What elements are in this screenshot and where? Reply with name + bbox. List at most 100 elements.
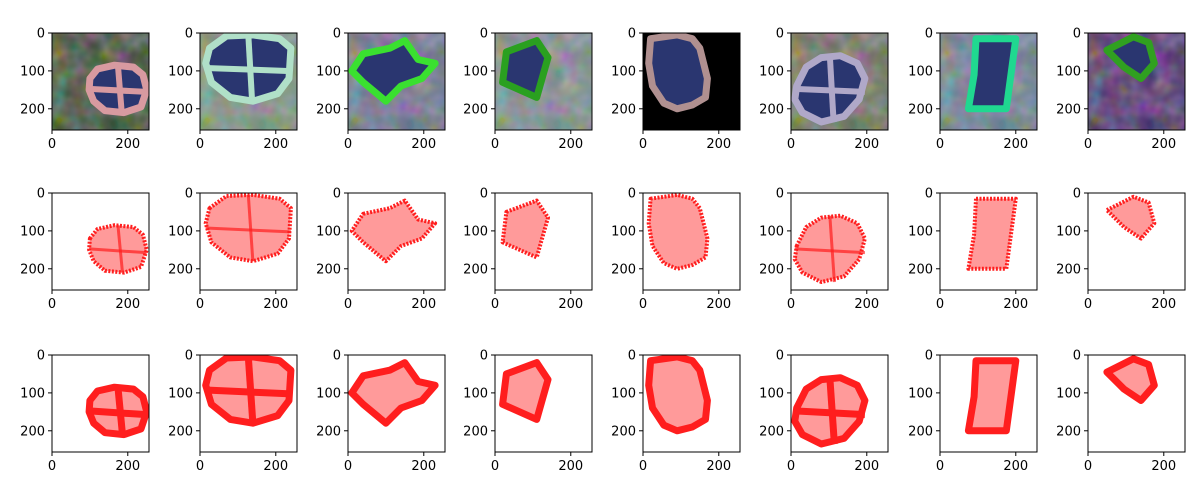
x-tick-label: 200 xyxy=(115,297,140,312)
x-tick-label: 0 xyxy=(344,137,352,152)
y-tick-label: 200 xyxy=(463,424,488,439)
x-tick-label: 200 xyxy=(1003,297,1028,312)
axes-frame xyxy=(1087,32,1186,131)
panel-r0-c0: 0 100 200 0 200 xyxy=(20,27,150,152)
y-tick-label: 200 xyxy=(168,262,193,277)
y-tick-label: 0 xyxy=(776,27,784,42)
x-tick-label: 200 xyxy=(411,297,436,312)
panel-r2-c0: 0 100 200 0 200 xyxy=(20,349,150,474)
mask-shape xyxy=(500,198,550,260)
mask-cross xyxy=(114,386,126,435)
panel-r0-c6: 0 100 200 0 200 xyxy=(908,27,1038,152)
x-tick-label: 200 xyxy=(411,137,436,152)
axes-frame xyxy=(1087,192,1186,291)
y-tick-label: 200 xyxy=(1056,262,1081,277)
x-tick-label: 200 xyxy=(558,459,583,474)
cross-bar xyxy=(245,34,256,102)
x-tick-label: 200 xyxy=(1003,137,1028,152)
y-tick-label: 100 xyxy=(759,64,784,79)
y-tick-label: 0 xyxy=(1073,187,1081,202)
axes-frame xyxy=(642,192,741,291)
axes-frame xyxy=(790,354,889,453)
y-tick-label: 200 xyxy=(1056,424,1081,439)
mask-shape xyxy=(645,355,711,435)
axes-frame xyxy=(347,192,446,291)
x-tick-label: 0 xyxy=(1084,297,1092,312)
y-tick-label: 100 xyxy=(316,64,341,79)
mask-shape xyxy=(792,213,867,284)
mask-cross xyxy=(116,225,124,273)
y-tick-label: 200 xyxy=(908,262,933,277)
y-tick-label: 200 xyxy=(759,262,784,277)
y-tick-label: 100 xyxy=(611,64,636,79)
x-tick-label: 200 xyxy=(263,297,288,312)
y-tick-label: 200 xyxy=(316,424,341,439)
object-shape xyxy=(499,37,552,101)
y-tick-label: 0 xyxy=(480,187,488,202)
y-tick-label: 0 xyxy=(480,349,488,364)
cross-bar xyxy=(114,64,125,113)
mask-shape xyxy=(348,359,439,427)
axes-frame xyxy=(347,354,446,453)
panel-r2-c5: 0 100 200 0 200 xyxy=(759,349,889,474)
x-tick-label: 0 xyxy=(491,297,499,312)
x-tick-label: 200 xyxy=(263,459,288,474)
axes-frame xyxy=(790,32,889,131)
x-tick-label: 0 xyxy=(196,459,204,474)
y-tick-label: 200 xyxy=(759,102,784,117)
object-shape xyxy=(1103,33,1158,82)
x-tick-label: 0 xyxy=(787,297,795,312)
x-tick-label: 0 xyxy=(787,137,795,152)
y-tick-label: 0 xyxy=(333,27,341,42)
mask-cross xyxy=(828,215,836,283)
y-tick-label: 100 xyxy=(463,386,488,401)
panel-r2-c4: 0 100 200 0 200 xyxy=(611,349,741,474)
panel-r1-c7: 0 100 200 0 200 xyxy=(1056,187,1186,312)
y-tick-label: 0 xyxy=(1073,27,1081,42)
y-tick-label: 200 xyxy=(316,262,341,277)
mask-shape xyxy=(1104,194,1157,241)
x-tick-label: 0 xyxy=(1084,137,1092,152)
y-tick-label: 200 xyxy=(611,424,636,439)
y-tick-label: 200 xyxy=(759,424,784,439)
y-tick-label: 200 xyxy=(20,262,45,277)
mask-cross xyxy=(205,226,292,234)
axes-frame xyxy=(199,354,298,453)
panel-r1-c5: 0 100 200 0 200 xyxy=(759,187,889,312)
panel-r0-c4: 0 100 200 0 200 xyxy=(611,27,741,152)
axes-frame xyxy=(642,32,741,131)
y-tick-label: 100 xyxy=(1056,386,1081,401)
mask-cross xyxy=(244,356,257,424)
x-tick-label: 200 xyxy=(854,459,879,474)
x-tick-label: 0 xyxy=(936,459,944,474)
y-tick-label: 0 xyxy=(37,349,45,364)
axes-frame xyxy=(939,192,1038,291)
axes-frame xyxy=(790,192,889,291)
panel-r0-c5: 0 100 200 0 200 xyxy=(759,27,889,152)
axes-frame xyxy=(939,32,1038,131)
panel-r2-c2: 0 100 200 0 200 xyxy=(316,349,446,474)
y-tick-label: 0 xyxy=(333,349,341,364)
axes-frame xyxy=(51,354,150,453)
x-tick-label: 0 xyxy=(639,137,647,152)
panel-r1-c3: 0 100 200 0 200 xyxy=(463,187,593,312)
mask-shape xyxy=(964,357,1020,435)
y-tick-label: 100 xyxy=(20,224,45,239)
y-tick-label: 100 xyxy=(168,64,193,79)
mask-cross xyxy=(246,194,255,262)
mask-shape xyxy=(87,223,149,275)
x-tick-label: 0 xyxy=(48,459,56,474)
x-tick-label: 0 xyxy=(936,297,944,312)
object-shape xyxy=(645,33,711,113)
x-tick-label: 200 xyxy=(706,137,731,152)
panel-r2-c3: 0 100 200 0 200 xyxy=(463,349,593,474)
panel-r0-c7: 0 100 200 0 200 xyxy=(1056,27,1186,152)
axes-frame xyxy=(347,32,446,131)
y-tick-label: 0 xyxy=(1073,349,1081,364)
panel-r1-c1: 0 100 200 0 200 xyxy=(168,187,298,312)
axes-frame xyxy=(199,32,298,131)
x-tick-label: 0 xyxy=(936,137,944,152)
x-tick-label: 0 xyxy=(196,297,204,312)
y-tick-label: 100 xyxy=(611,386,636,401)
axes-frame xyxy=(642,354,741,453)
